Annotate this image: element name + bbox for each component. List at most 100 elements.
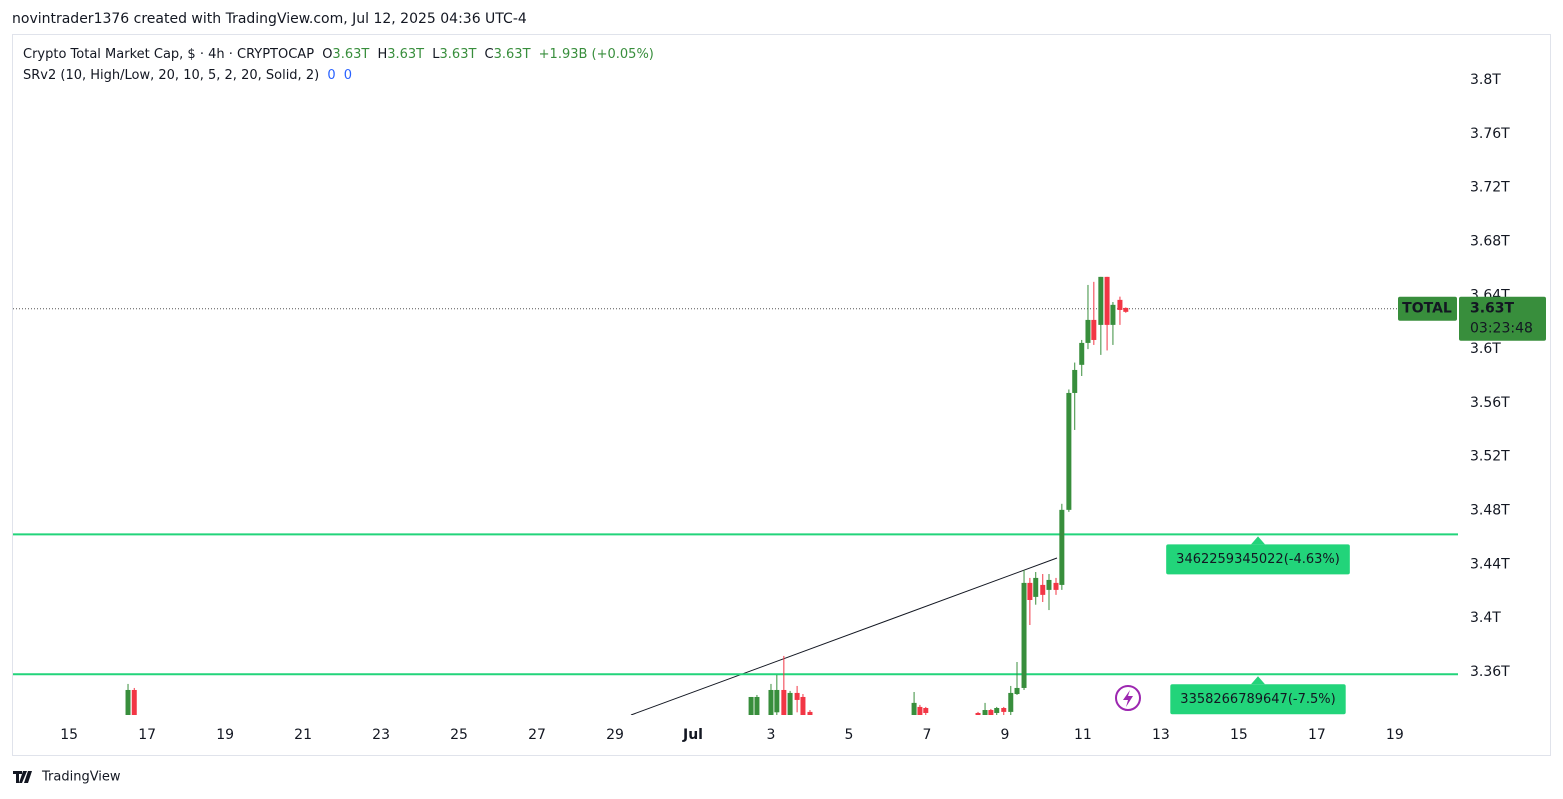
level-label-box (1170, 684, 1346, 715)
trend-line (630, 557, 1058, 715)
footer-logo (13, 771, 32, 783)
candle-body (1085, 319, 1091, 343)
level-pointer (1251, 676, 1265, 685)
y-tick-label: 3.48T (1470, 503, 1510, 519)
change: +1.93B (+0.05%) (539, 47, 654, 62)
candle-body (1059, 509, 1065, 585)
y-tick-label: 3.36T (1470, 664, 1510, 680)
candle-body (988, 710, 994, 715)
l-label: L (432, 47, 440, 62)
y-tick-label: 3.68T (1470, 233, 1510, 249)
candle-body (994, 708, 1000, 713)
candle-body (1033, 577, 1039, 597)
level-label: 3462259345022(-4.63%) (1176, 552, 1340, 567)
candle-body (754, 696, 760, 715)
candle-body (982, 710, 988, 715)
x-tick-label: 17 (138, 727, 156, 743)
h-value: 3.63T (387, 47, 424, 62)
overlay: 3.36T3.4T3.44T3.48T3.52T3.56T3.6T3.64T3.… (60, 72, 1546, 743)
candle-body (1046, 579, 1052, 590)
symbol-tag-box (1398, 296, 1457, 321)
x-tick-label: 19 (1386, 727, 1404, 743)
candle-body (1008, 692, 1014, 712)
x-tick-label: 15 (60, 727, 78, 743)
candle-body (1072, 369, 1078, 393)
x-tick-label: 17 (1308, 727, 1326, 743)
symbol-tag: TOTAL (1402, 301, 1452, 317)
c-value: 3.63T (494, 47, 531, 62)
candle-body (807, 711, 813, 715)
candle-body (1117, 299, 1123, 310)
x-tick-label: 11 (1074, 727, 1092, 743)
indicator-name: SRv2 (10, High/Low, 20, 10, 5, 2, 20, So… (23, 68, 319, 83)
x-tick-label: 29 (606, 727, 624, 743)
candle-body (125, 689, 131, 715)
header: novintrader1376 created with TradingView… (12, 11, 527, 27)
level-label-box (1166, 544, 1350, 575)
x-tick-label: 9 (1000, 727, 1009, 743)
candle-body (787, 692, 793, 715)
candle-body (1066, 392, 1072, 510)
y-tick-label: 3.76T (1470, 126, 1510, 142)
x-tick-label: Jul (682, 727, 703, 743)
candle-body (917, 706, 923, 715)
l-value: 3.63T (440, 47, 477, 62)
x-tick-label: 23 (372, 727, 390, 743)
x-tick-label: 25 (450, 727, 468, 743)
candle-body (1091, 319, 1097, 340)
candle-body (774, 689, 780, 713)
x-tick-label: 5 (845, 727, 854, 743)
indicator: SRv2 (10, High/Low, 20, 10, 5, 2, 20, So… (23, 68, 352, 83)
candle-body (1040, 584, 1046, 595)
y-tick-label: 3.4T (1470, 610, 1501, 626)
candle-body (1021, 582, 1027, 688)
candle-body (1104, 276, 1110, 325)
price-tag: 3.63T (1470, 301, 1515, 317)
y-tick-label: 3.52T (1470, 449, 1510, 465)
candle-body (1079, 342, 1085, 365)
o-value: 3.63T (332, 47, 369, 62)
candle-body (800, 696, 806, 715)
candle-body (1053, 582, 1059, 590)
candle-body (1001, 708, 1007, 712)
x-tick-label: 15 (1230, 727, 1248, 743)
watermark-icon (1115, 685, 1141, 711)
h-label: H (377, 47, 387, 62)
x-tick-label: 21 (294, 727, 312, 743)
candle-body (911, 702, 917, 715)
plot-area (13, 276, 1458, 715)
candle-body (1098, 276, 1104, 325)
candle-body (923, 708, 929, 713)
y-tick-label: 3.72T (1470, 180, 1510, 196)
x-tick-label: 7 (922, 727, 931, 743)
level-label: 3358266789647(-7.5%) (1180, 692, 1335, 707)
y-tick-label: 3.8T (1470, 72, 1501, 88)
price-tag-box (1459, 296, 1546, 341)
y-tick-label: 3.56T (1470, 395, 1510, 411)
o-label: O (322, 47, 332, 62)
candle-body (768, 689, 774, 715)
candle-body (794, 692, 800, 700)
c-label: C (485, 47, 494, 62)
y-tick-label: 3.6T (1470, 341, 1501, 357)
x-tick-label: 3 (767, 727, 776, 743)
candle-body (975, 712, 981, 715)
level-pointer (1251, 536, 1265, 545)
indicator-value: 0 (344, 68, 352, 83)
chart-frame (12, 34, 1551, 756)
symbol: Crypto Total Market Cap, $ · 4h · CRYPTO… (23, 47, 314, 62)
countdown: 03:23:48 (1470, 321, 1533, 337)
candle-body (781, 689, 787, 715)
candle-body (748, 696, 754, 715)
candle-body (1123, 307, 1129, 312)
candle-body (1027, 582, 1033, 600)
x-tick-label: 19 (216, 727, 234, 743)
candle-body (1110, 304, 1116, 325)
candle-body (131, 689, 137, 715)
x-tick-label: 27 (528, 727, 546, 743)
footer: TradingView (41, 770, 121, 785)
indicator-value: 0 (327, 68, 335, 83)
candle-body (1014, 687, 1020, 695)
